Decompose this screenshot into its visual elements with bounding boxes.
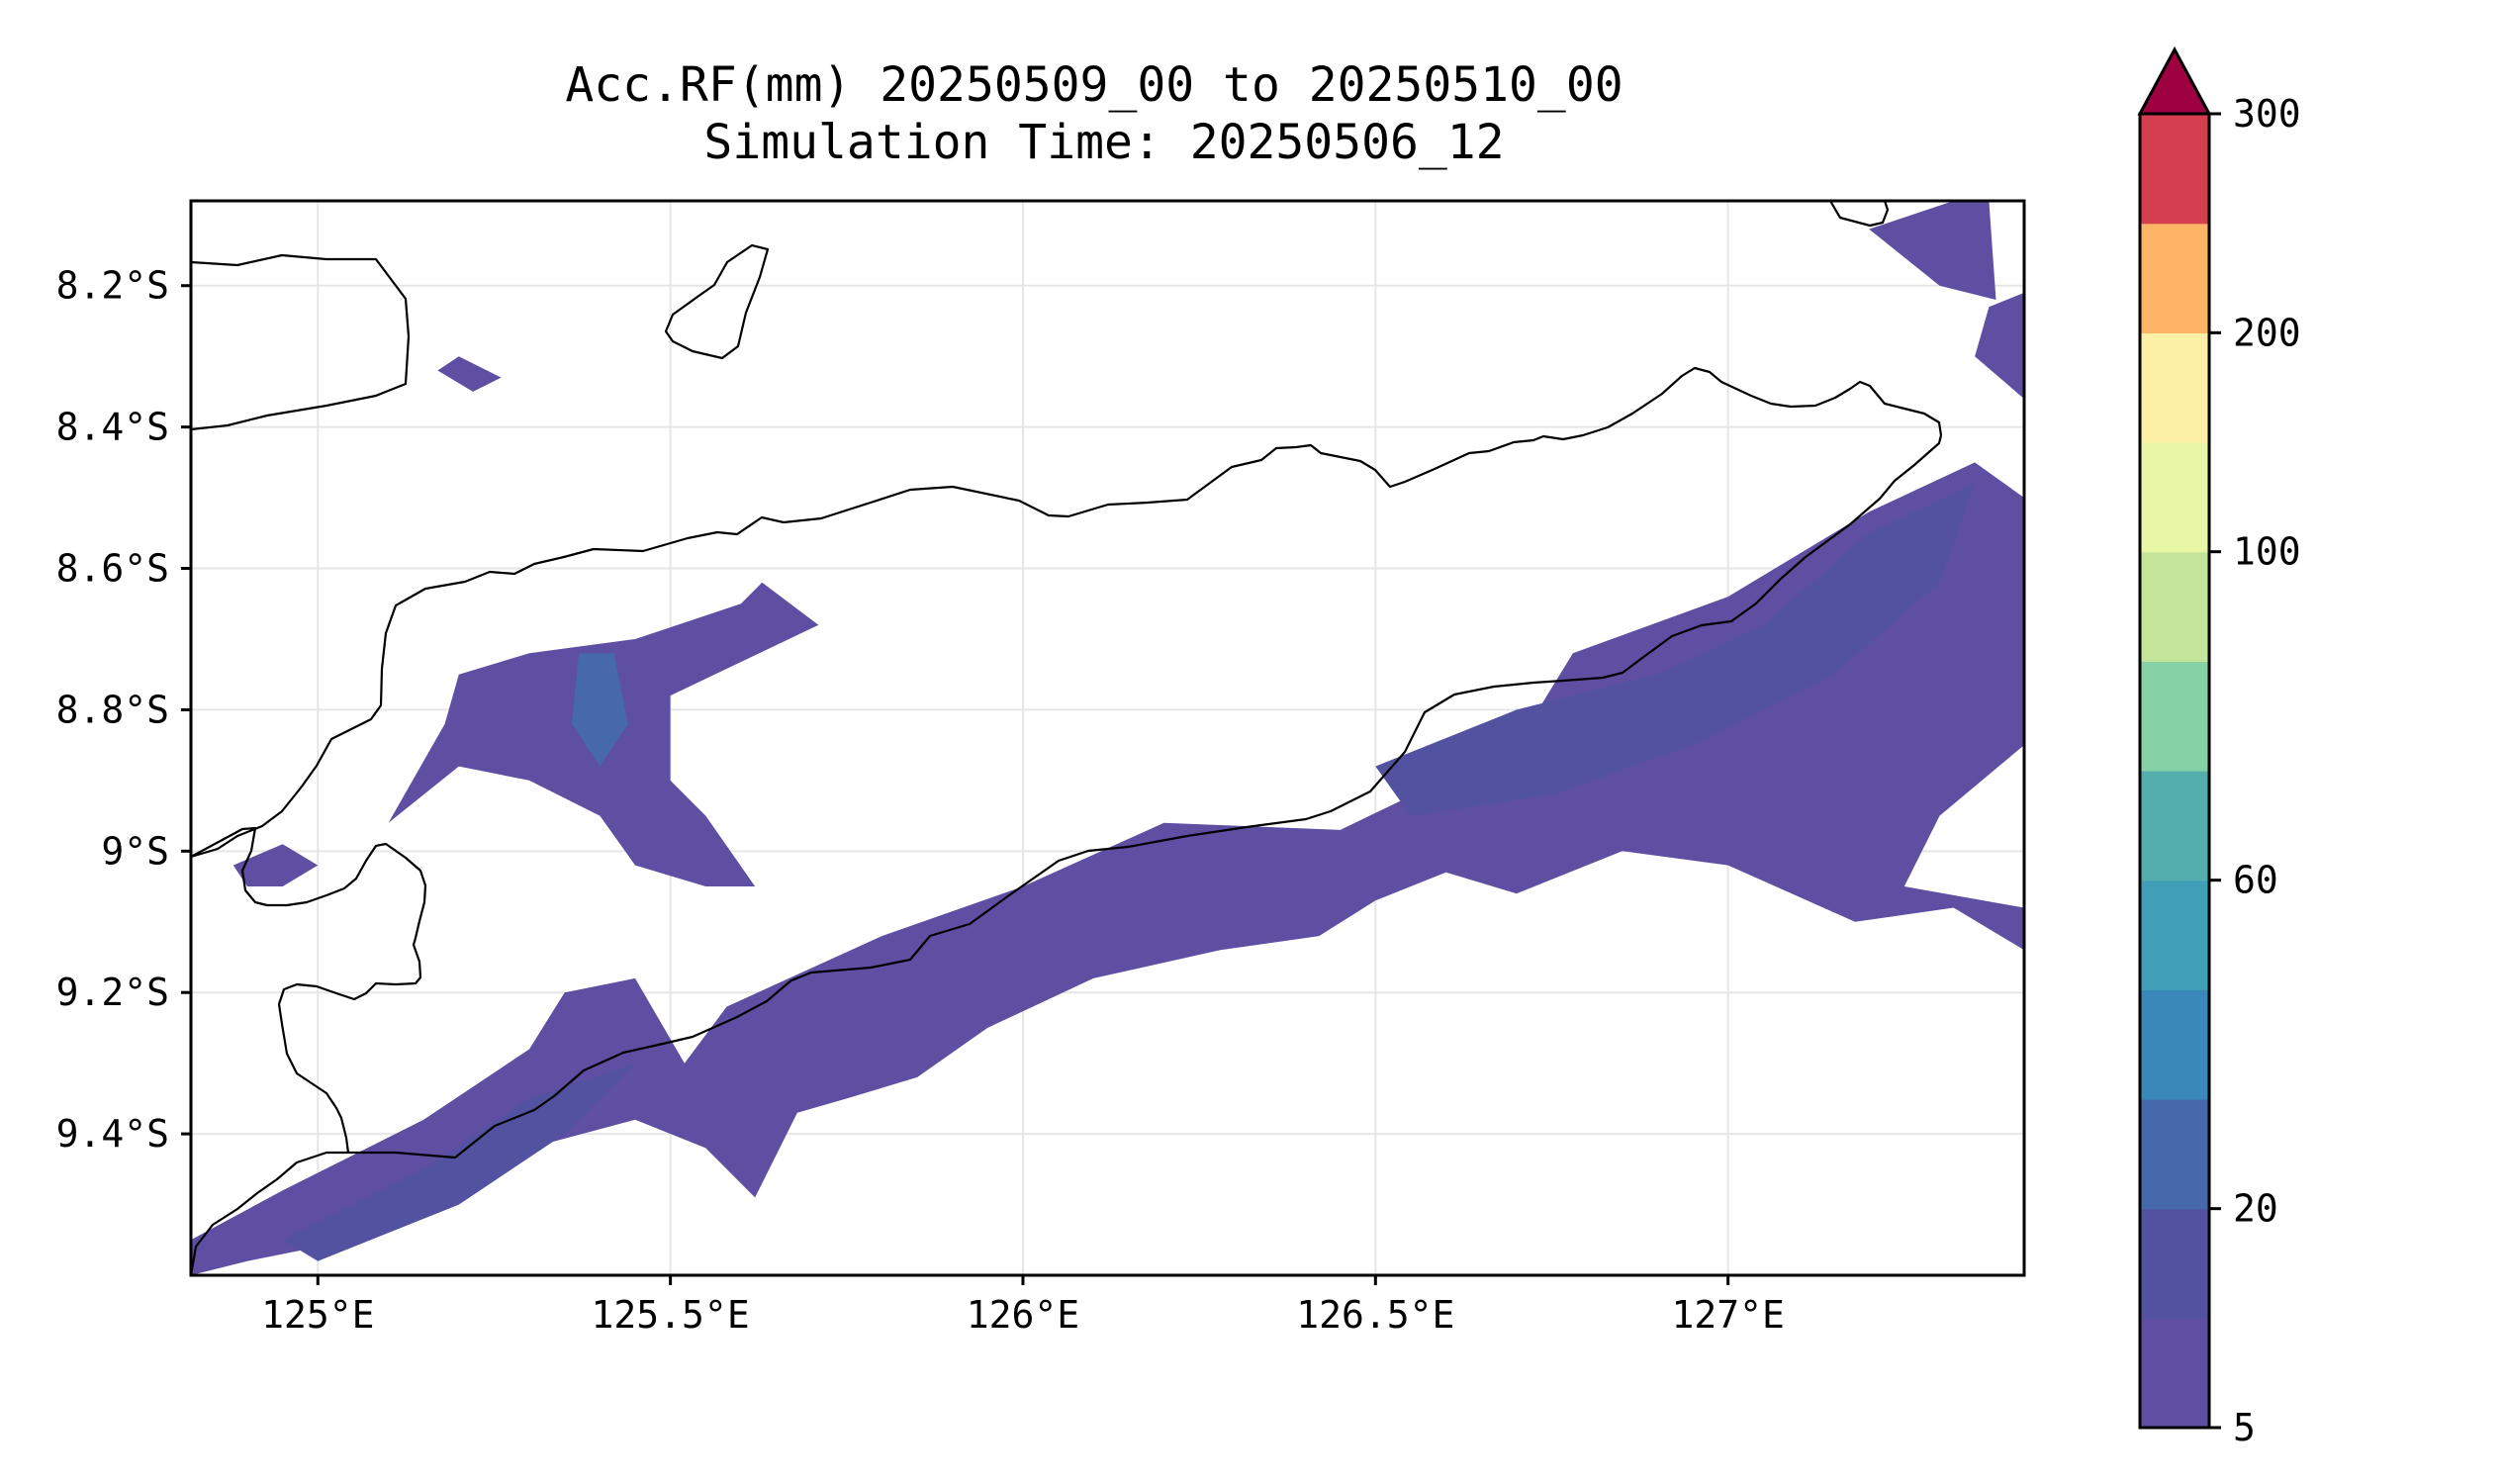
rain-region-north-blob-1	[437, 356, 502, 392]
rain-region-north-blob-2	[1869, 201, 1996, 300]
x-tick-label-3: 126.5°E	[1296, 1293, 1454, 1337]
colorbar-tick-label-3: 100	[2233, 530, 2301, 574]
coastline-top-right-islet	[1829, 201, 1890, 228]
rain-region-south-east-band-core	[282, 1063, 635, 1261]
colorbar-frame	[2138, 112, 2211, 1430]
colorbar-bands	[2140, 114, 2209, 1429]
colorbar-tick-label-2: 60	[2233, 859, 2278, 902]
colorbar-band-0	[2140, 1318, 2209, 1429]
x-tick-label-2: 126°E	[967, 1293, 1079, 1337]
coastline-timor-south	[191, 434, 1943, 1275]
colorbar-band-1	[2140, 1208, 2209, 1319]
rainfall-contours	[191, 201, 2024, 1275]
colorbar-tick-label-4: 200	[2233, 311, 2301, 354]
colorbar-band-5	[2140, 771, 2209, 881]
colorbar-ticks: 52060100200300500	[2209, 92, 2301, 1449]
y-tick-label-0: 8.2°S	[56, 264, 169, 308]
colorbar-band-6	[2140, 661, 2209, 772]
rain-region-north-east-core	[1375, 483, 1976, 816]
colorbar-extend-arrow	[2137, 46, 2212, 116]
colorbar-band-11	[2140, 114, 2209, 225]
colorbar: 52060100200300500	[2137, 46, 2301, 1449]
map-title-line2: Simulation Time: 20250506_12	[703, 115, 1504, 170]
y-axis-ticks: 8.2°S 8.4°S 8.6°S 8.8°S 9°S 9.2°S 9.4°S	[56, 264, 191, 1156]
y-tick-label-5: 9.2°S	[56, 971, 169, 1014]
coastline-border-west	[191, 826, 427, 1154]
map-panel: 125°E 125.5°E 126°E 126.5°E 127°E 8.2°S 8.4°S…	[56, 199, 2026, 1337]
colorbar-band-4	[2140, 880, 2209, 990]
x-tick-label-0: 125°E	[261, 1293, 374, 1337]
colorbar-band-3	[2140, 989, 2209, 1100]
colorbar-band-8	[2140, 442, 2209, 553]
coastline-north	[191, 253, 411, 431]
colorbar-tick-label-5: 300	[2233, 92, 2301, 136]
rain-region-south-east-band	[191, 462, 2024, 1275]
y-tick-label-6: 9.4°S	[56, 1112, 169, 1156]
map-title-line1: Acc.RF(mm) 20250509_00 to 20250510_00	[565, 57, 1623, 113]
x-tick-label-1: 125.5°E	[592, 1293, 750, 1337]
y-tick-label-1: 8.4°S	[56, 406, 169, 449]
x-axis-ticks: 125°E 125.5°E 126°E 126.5°E 127°E	[261, 1275, 1785, 1337]
map-frame	[189, 199, 2026, 1277]
rain-region-small-west	[232, 844, 319, 886]
x-tick-label-4: 127°E	[1671, 1293, 1784, 1337]
rain-region-central-north-core	[571, 653, 628, 767]
y-tick-label-2: 8.6°S	[56, 547, 169, 591]
coastline-timor-north	[191, 366, 1943, 859]
y-tick-label-4: 9°S	[101, 829, 169, 873]
coastlines	[191, 201, 1943, 1275]
colorbar-band-9	[2140, 332, 2209, 443]
colorbar-tick-label-1: 20	[2233, 1187, 2278, 1231]
colorbar-band-7	[2140, 551, 2209, 662]
y-tick-label-3: 8.8°S	[56, 688, 169, 731]
colorbar-band-10	[2140, 223, 2209, 333]
coastline-islet	[664, 243, 770, 360]
rain-region-north-blob-3	[1975, 292, 2024, 400]
colorbar-band-2	[2140, 1099, 2209, 1210]
colorbar-tick-label-0: 5	[2233, 1406, 2256, 1449]
